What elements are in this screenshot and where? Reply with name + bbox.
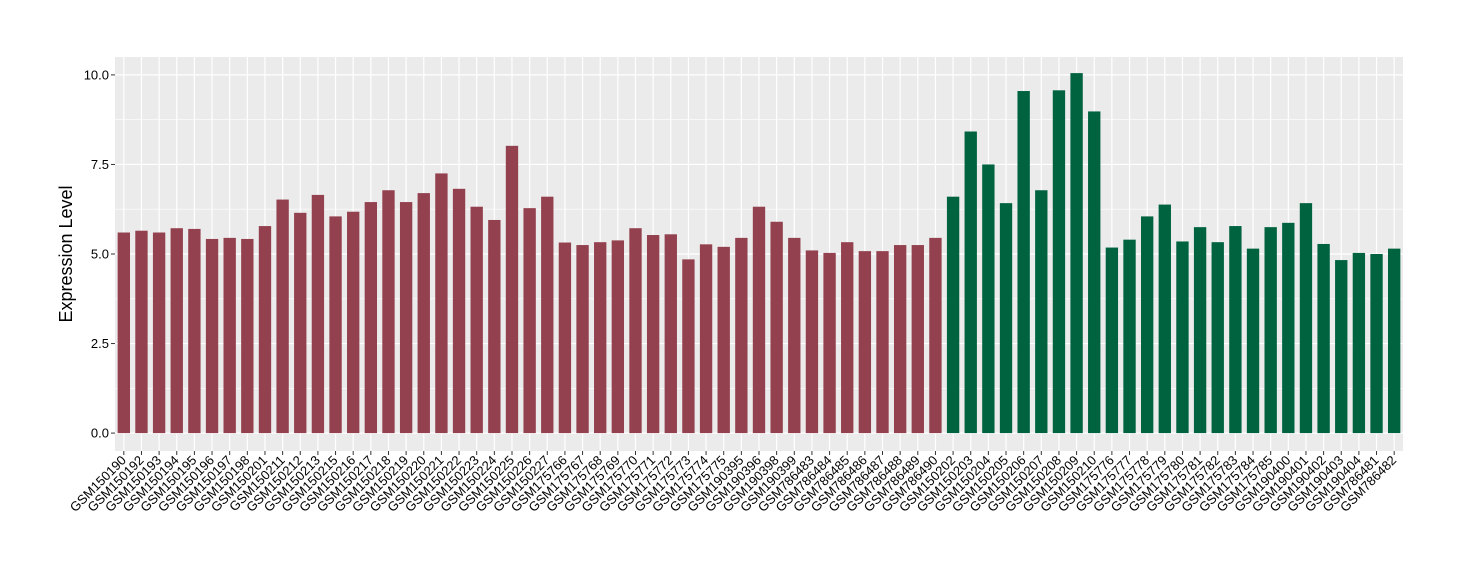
bar-gsm175769 [611,240,625,434]
bar-gsm150194 [170,228,183,434]
bar-gsm175777 [1123,239,1136,434]
bar-gsm786485 [841,242,854,434]
bar-gsm150204 [982,164,995,434]
bar-gsm150203 [964,131,977,434]
x-axis: GSM150190GSM150192GSM150193GSM150194GSM1… [67,451,1399,515]
bar-gsm150213 [311,194,325,434]
bar-gsm150195 [188,228,201,434]
bar-gsm786488 [893,245,907,434]
y-tick-label: 0.0 [91,426,109,441]
bar-gsm150215 [329,216,342,434]
bar-gsm190402 [1317,243,1330,434]
bar-gsm175784 [1246,248,1260,434]
bar-gsm150220 [417,193,430,434]
y-tick-label: 7.5 [91,157,109,172]
bar-gsm175780 [1176,241,1189,434]
bar-gsm786487 [876,251,889,434]
bar-gsm190395 [735,237,748,434]
bar-gsm190396 [752,206,766,434]
y-axis-title: Expression Level [56,185,76,322]
bar-gsm150198 [241,238,254,434]
bar-gsm786483 [805,250,819,434]
bar-gsm190398 [770,221,783,434]
bar-gsm175774 [699,244,713,434]
bar-gsm150223 [470,206,483,434]
bar-gsm786490 [929,237,942,434]
bar-gsm150208 [1052,90,1066,434]
bar-gsm150197 [223,237,236,434]
bar-gsm175778 [1140,216,1154,434]
bar-gsm175768 [594,242,607,434]
bar-gsm150209 [1070,73,1083,434]
bar-gsm150211 [276,199,289,434]
bar-gsm150192 [135,230,148,434]
bar-gsm786486 [858,251,872,434]
bar-gsm786481 [1370,254,1383,434]
bar-gsm150225 [505,145,519,434]
bar-gsm175781 [1193,227,1207,434]
bar-gsm786489 [911,245,924,434]
bar-gsm150201 [258,226,272,434]
bar-gsm190399 [788,237,801,434]
bar-gsm150202 [946,196,960,434]
bar-gsm150224 [488,219,501,434]
bar-gsm175782 [1211,242,1224,434]
bar-gsm175776 [1105,247,1119,434]
bar-gsm150210 [1088,111,1101,434]
bar-gsm786482 [1388,248,1401,434]
y-tick-label: 2.5 [91,336,109,351]
bar-gsm175783 [1229,226,1242,434]
bar-gsm786484 [823,252,836,434]
bars [117,73,1401,434]
bar-gsm150221 [435,173,448,434]
y-tick-label: 10.0 [84,67,109,82]
y-tick-label: 5.0 [91,247,109,262]
bar-gsm190404 [1352,252,1366,434]
bar-gsm175767 [576,245,589,434]
bar-gsm150219 [399,202,413,434]
bar-gsm175770 [629,228,642,434]
bar-gsm150226 [523,208,536,434]
bar-gsm175772 [664,234,677,434]
bar-gsm150190 [117,232,130,434]
bar-gsm150227 [541,196,554,434]
bar-gsm175766 [558,242,572,434]
bar-gsm150205 [999,203,1013,434]
bar-gsm175775 [717,246,730,434]
bar-gsm150212 [294,212,307,434]
bar-gsm150207 [1035,190,1048,434]
bar-gsm175773 [682,259,695,434]
bar-gsm150222 [452,188,466,434]
y-axis: 0.0 2.5 5.0 7.5 10.0 [84,67,115,441]
bar-gsm190401 [1299,203,1313,434]
bar-gsm175771 [646,235,660,434]
bar-gsm190400 [1282,222,1295,434]
bar-gsm150217 [364,202,378,434]
bar-gsm150206 [1017,91,1030,434]
bar-gsm175785 [1264,227,1277,434]
bar-gsm150193 [152,232,166,434]
bar-gsm150218 [382,190,395,434]
bar-gsm190403 [1335,260,1348,434]
bar-gsm150216 [347,211,360,434]
bar-gsm175779 [1158,204,1171,434]
bar-gsm150196 [205,238,219,434]
